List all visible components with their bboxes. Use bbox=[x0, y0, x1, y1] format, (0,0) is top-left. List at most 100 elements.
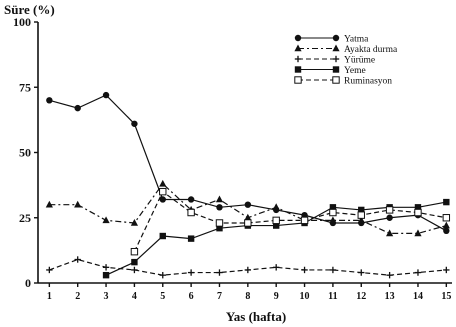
x-tick-label: 14 bbox=[413, 291, 423, 302]
data-point-y-r-me bbox=[74, 256, 81, 263]
x-tick-label: 12 bbox=[356, 291, 366, 302]
legend-marker bbox=[332, 44, 340, 52]
data-point-ruminasyon bbox=[442, 214, 451, 222]
legend-marker bbox=[332, 66, 340, 73]
data-point-y-r-me bbox=[386, 271, 393, 279]
data-point-ruminasyon bbox=[215, 219, 224, 227]
data-point-y-r-me bbox=[301, 266, 308, 274]
legend-marker bbox=[294, 55, 302, 63]
data-point-yeme bbox=[443, 198, 450, 206]
legend-marker bbox=[294, 44, 302, 52]
series-line-ruminasyon bbox=[133, 190, 447, 252]
legend-item-y-r-me: Yürüme bbox=[294, 55, 375, 66]
legend-label: Yatma bbox=[344, 35, 369, 45]
data-point-ayakta-durma bbox=[386, 229, 394, 237]
data-point-y-r-me bbox=[131, 266, 138, 274]
data-point-y-r-me bbox=[102, 264, 110, 271]
data-point-ruminasyon bbox=[159, 187, 167, 196]
data-point-ruminasyon bbox=[385, 206, 394, 214]
x-tick-label: 4 bbox=[132, 291, 137, 302]
data-point-yatma bbox=[46, 97, 53, 104]
data-point-y-r-me bbox=[46, 266, 53, 274]
data-point-ayakta-durma bbox=[130, 218, 139, 226]
x-tick-label: 7 bbox=[217, 291, 222, 302]
data-point-ayakta-durma bbox=[442, 221, 450, 229]
x-tick-label: 6 bbox=[189, 291, 194, 302]
data-point-yatma bbox=[216, 204, 223, 211]
data-point-y-r-me bbox=[443, 266, 450, 274]
data-point-yeme bbox=[216, 224, 223, 232]
x-tick-label: 1 bbox=[47, 291, 52, 302]
data-point-y-r-me bbox=[358, 269, 365, 276]
data-point-ayakta-durma bbox=[159, 179, 167, 187]
data-point-y-r-me bbox=[329, 266, 337, 274]
x-tick-label: 3 bbox=[104, 291, 109, 302]
data-point-yeme bbox=[131, 258, 138, 266]
data-point-yeme bbox=[159, 232, 166, 240]
data-point-yatma bbox=[443, 227, 450, 234]
y-tick-label: 100 bbox=[13, 15, 31, 29]
legend-marker bbox=[294, 34, 302, 42]
data-point-ruminasyon bbox=[272, 216, 280, 225]
data-point-ayakta-durma bbox=[215, 195, 224, 203]
legend-label: Yeme bbox=[344, 66, 366, 76]
data-point-yeme bbox=[358, 206, 365, 214]
legend-label: Ruminasyon bbox=[344, 77, 392, 87]
data-point-yatma bbox=[102, 91, 110, 99]
data-point-ayakta-durma bbox=[414, 229, 422, 237]
data-point-ayakta-durma bbox=[244, 213, 252, 221]
y-axis-title: Süre (%) bbox=[4, 2, 55, 17]
data-point-y-r-me bbox=[216, 269, 223, 276]
data-point-yatma bbox=[244, 201, 252, 208]
legend-marker bbox=[332, 76, 340, 84]
data-point-yatma bbox=[131, 120, 138, 127]
legend-label: Yürüme bbox=[344, 56, 375, 66]
x-tick-label: 9 bbox=[274, 291, 279, 302]
data-point-ruminasyon bbox=[187, 208, 195, 217]
y-tick-label: 50 bbox=[19, 146, 31, 160]
x-tick-label: 10 bbox=[300, 291, 310, 302]
data-point-ruminasyon bbox=[357, 211, 365, 219]
data-point-yeme bbox=[102, 271, 110, 279]
legend-item-yeme: Yeme bbox=[294, 66, 366, 76]
data-point-yeme bbox=[187, 235, 195, 242]
data-point-y-r-me bbox=[244, 266, 252, 274]
data-point-y-r-me bbox=[159, 271, 166, 279]
legend-marker bbox=[332, 55, 340, 63]
data-point-yeme bbox=[272, 222, 280, 229]
x-tick-label: 15 bbox=[441, 291, 451, 302]
y-tick-label: 25 bbox=[19, 211, 31, 225]
legend-item-yatma: Yatma bbox=[294, 34, 369, 45]
data-point-ayakta-durma bbox=[45, 200, 53, 208]
legend-label: Ayakta durma bbox=[344, 45, 398, 55]
data-point-yatma bbox=[386, 214, 393, 221]
data-point-ruminasyon bbox=[414, 208, 422, 217]
x-tick-label: 13 bbox=[385, 291, 395, 302]
series-ruminasyon bbox=[130, 187, 451, 256]
legend-item-ruminasyon: Ruminasyon bbox=[294, 76, 392, 87]
x-tick-label: 8 bbox=[245, 291, 250, 302]
data-point-ruminasyon bbox=[130, 247, 139, 256]
data-point-yatma bbox=[159, 196, 166, 203]
series-y-r-me bbox=[46, 256, 450, 279]
data-point-yatma bbox=[187, 196, 195, 203]
data-point-ayakta-durma bbox=[102, 216, 110, 224]
legend-marker bbox=[294, 66, 302, 73]
data-point-ayakta-durma bbox=[357, 216, 365, 224]
x-tick-label: 11 bbox=[328, 291, 337, 302]
data-point-yeme bbox=[414, 204, 422, 211]
x-tick-label: 2 bbox=[75, 291, 80, 302]
data-point-ruminasyon bbox=[244, 219, 252, 227]
series-layer bbox=[45, 91, 451, 279]
data-point-y-r-me bbox=[272, 264, 280, 271]
x-axis-title: Yas (hafta) bbox=[226, 309, 286, 324]
y-tick-label: 75 bbox=[19, 80, 31, 94]
legend-marker bbox=[332, 34, 340, 42]
data-point-yeme bbox=[329, 204, 337, 211]
legend-marker bbox=[294, 76, 302, 84]
data-point-yatma bbox=[74, 104, 81, 112]
data-point-ruminasyon bbox=[329, 208, 337, 217]
